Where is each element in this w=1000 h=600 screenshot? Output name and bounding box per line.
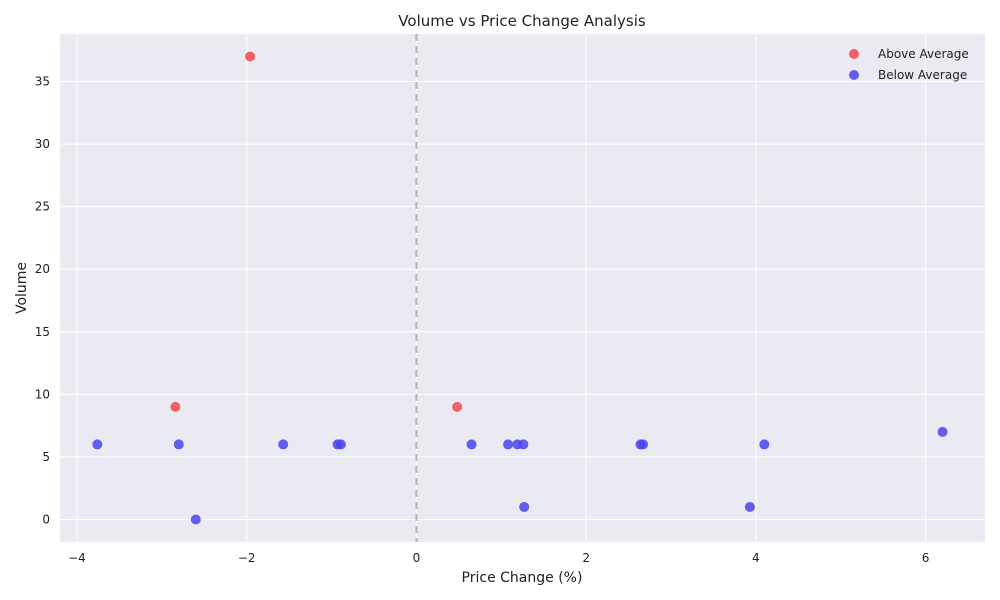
x-tick-label: 2 [582,551,590,565]
data-point [335,439,346,450]
x-axis-ticks: −4 −2 0 2 4 6 [68,551,929,565]
y-tick-label: 25 [35,200,50,214]
legend-label: Below Average [878,68,967,82]
y-tick-label: 10 [35,387,50,401]
data-point [278,439,289,450]
y-tick-label: 15 [35,325,50,339]
data-point [245,51,256,62]
data-point [92,439,103,450]
y-tick-label: 30 [35,137,50,151]
data-point [170,401,181,412]
data-point [519,501,530,512]
legend-label: Above Average [878,47,969,61]
y-tick-label: 0 [42,512,50,526]
plot-area [60,34,985,542]
y-tick-label: 20 [35,262,50,276]
data-point [466,439,477,450]
x-tick-label: 6 [922,551,930,565]
x-axis-label: Price Change (%) [462,570,583,586]
y-tick-label: 5 [42,450,50,464]
y-tick-label: 35 [35,75,50,89]
grid-lines [60,34,985,542]
legend-marker [849,70,859,80]
x-tick-label: 0 [413,551,421,565]
data-point [173,439,184,450]
chart-title: Volume vs Price Change Analysis [398,12,646,30]
x-tick-label: 4 [752,551,760,565]
x-tick-label: −4 [68,551,86,565]
data-point [518,439,529,450]
y-axis-ticks: 0 5 10 15 20 25 30 35 [35,75,50,527]
data-point [759,439,770,450]
data-point [638,439,649,450]
y-axis-label: Volume [14,262,30,314]
data-points [92,51,948,525]
data-point [744,501,755,512]
x-tick-label: −2 [238,551,256,565]
legend-marker [849,49,859,59]
data-point [503,439,514,450]
chart-legend: Above Average Below Average [849,47,969,82]
data-point [452,401,463,412]
data-point [190,514,201,525]
data-point [937,426,948,437]
